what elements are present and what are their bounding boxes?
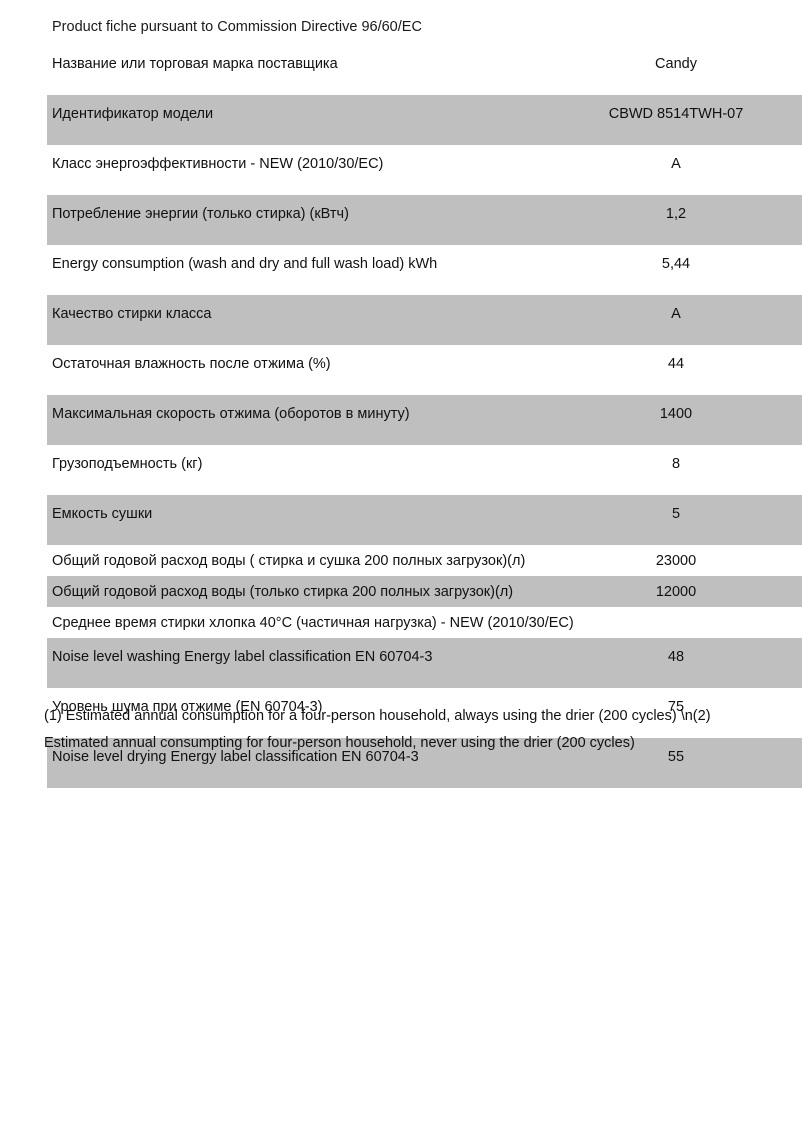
table-row: Емкость сушки 5	[47, 495, 802, 545]
table-row: Noise level drying Energy label classifi…	[47, 738, 802, 788]
table-row: Уровень шума при отжиме (EN 60704-3) 75	[47, 688, 802, 738]
row-label: Noise level washing Energy label classif…	[52, 649, 433, 665]
row-label: Noise level drying Energy label classifi…	[52, 749, 419, 765]
row-label: Класс энергоэффективности - NEW (2010/30…	[52, 156, 384, 172]
row-value: 44	[667, 356, 685, 372]
row-value: A	[671, 156, 681, 172]
fiche-table-body: Название или торговая марка поставщика Ca…	[47, 45, 802, 788]
row-value: Candy	[655, 56, 697, 72]
table-row: Качество стирки класса A	[47, 295, 802, 345]
table-row: Общий годовой расход воды ( стирка и суш…	[47, 545, 802, 576]
row-label: Емкость сушки	[52, 506, 153, 522]
row-label: Название или торговая марка поставщика	[52, 56, 338, 72]
row-label: Грузоподъемность (кг)	[52, 456, 203, 472]
table-row: Noise level washing Energy label classif…	[47, 638, 802, 688]
row-value: 48	[667, 649, 685, 665]
table-row: Energy consumption (wash and dry and ful…	[47, 245, 802, 295]
row-value: 75	[667, 699, 685, 715]
page-title: Product fiche pursuant to Commission Dir…	[52, 19, 422, 35]
row-value: 55	[667, 749, 685, 765]
table-row: Название или торговая марка поставщика Ca…	[47, 45, 802, 95]
footnote-text: (1) Estimated annual consumption for a f…	[44, 708, 711, 751]
row-value: 23000	[655, 553, 697, 569]
row-label: Energy consumption (wash and dry and ful…	[52, 256, 438, 272]
table-row: Максимальная скорость отжима (оборотов в…	[47, 395, 802, 445]
row-value: 5	[671, 506, 681, 522]
table-row: Класс энергоэффективности - NEW (2010/30…	[47, 145, 802, 195]
row-value: 12000	[655, 584, 697, 600]
row-label: Общий годовой расход воды ( стирка и суш…	[52, 553, 526, 569]
row-label: Идентификатор модели	[52, 106, 214, 122]
row-label: Среднее время стирки хлопка 40°C (частич…	[52, 615, 574, 631]
row-value: 1400	[659, 406, 693, 422]
table-row: Общий годовой расход воды (только стирка…	[47, 576, 802, 607]
row-label: Максимальная скорость отжима (оборотов в…	[52, 406, 410, 422]
table-row: Остаточная влажность после отжима (%) 44	[47, 345, 802, 395]
table-row: Среднее время стирки хлопка 40°C (частич…	[47, 607, 802, 638]
row-label: Качество стирки класса	[52, 306, 212, 322]
table-row: Идентификатор модели CBWD 8514TWH-07	[47, 95, 802, 145]
table-row: Грузоподъемность (кг) 8	[47, 445, 802, 495]
row-value: CBWD 8514TWH-07	[608, 106, 744, 122]
row-value: A	[671, 306, 681, 322]
row-label: Остаточная влажность после отжима (%)	[52, 356, 331, 372]
table-row: Потребление энергии (только стирка) (кВт…	[47, 195, 802, 245]
row-label: Потребление энергии (только стирка) (кВт…	[52, 206, 349, 222]
row-label: Общий годовой расход воды (только стирка…	[52, 584, 514, 600]
row-value: 8	[671, 456, 681, 472]
row-value: 1,2	[665, 206, 687, 222]
row-value	[586, 607, 802, 638]
product-fiche-table: Название или торговая марка поставщика Ca…	[47, 45, 802, 788]
row-label: Уровень шума при отжиме (EN 60704-3)	[52, 699, 323, 715]
row-value: 5,44	[661, 256, 691, 272]
